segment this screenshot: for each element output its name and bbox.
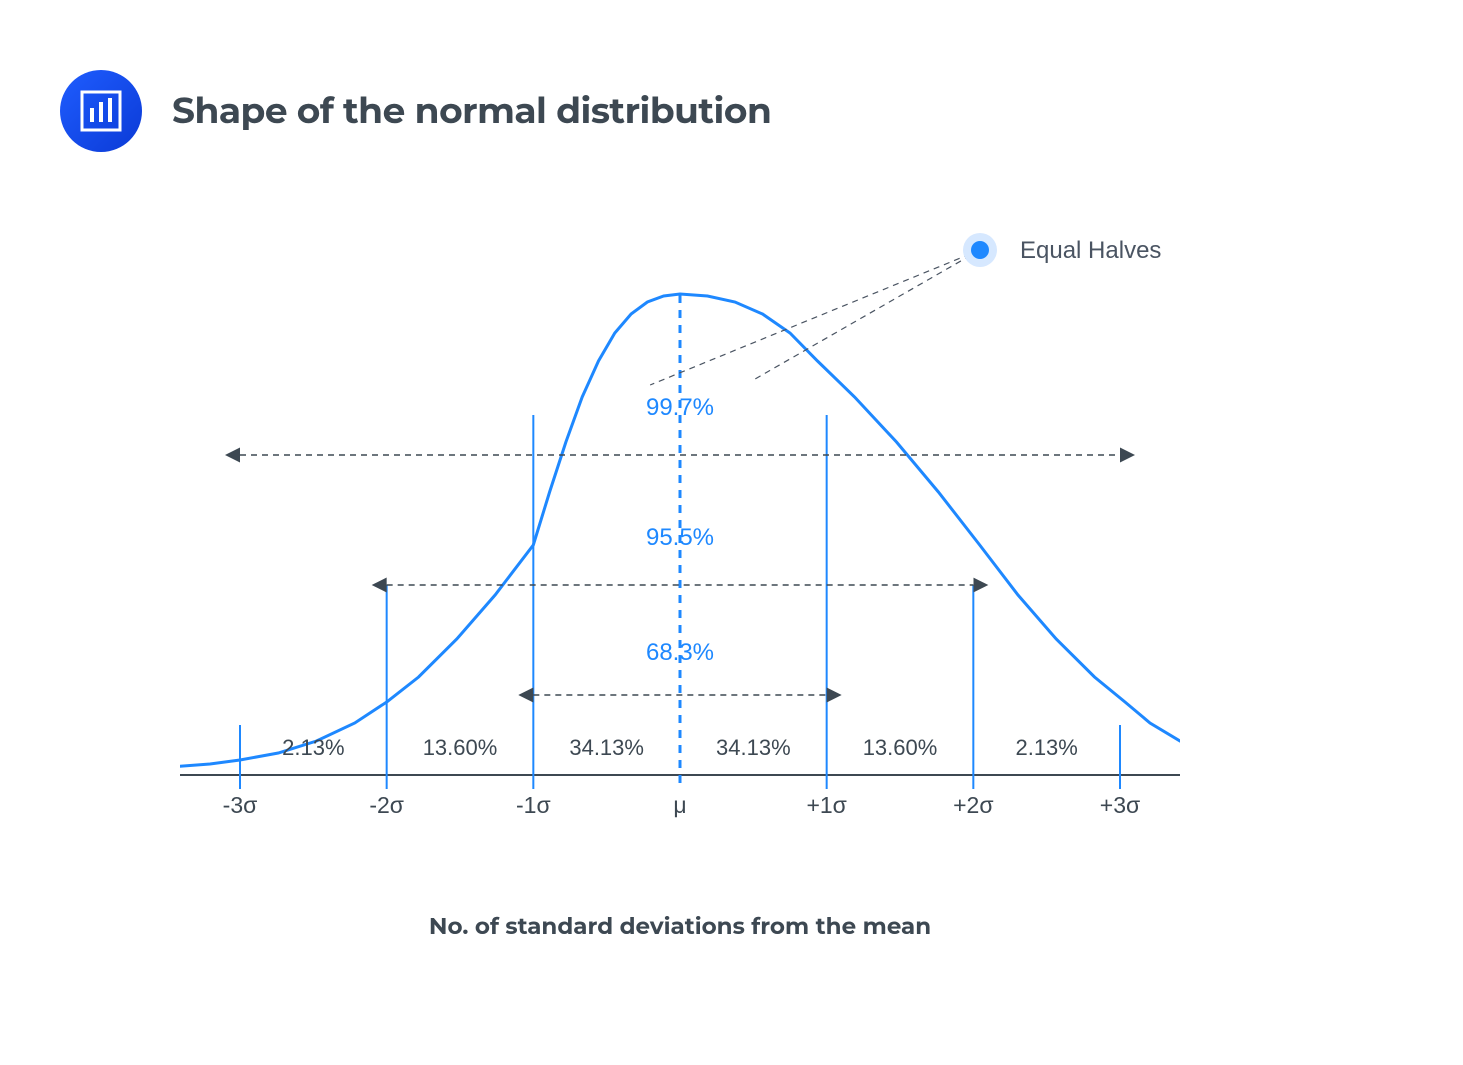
- range-label: 68.3%: [646, 639, 714, 666]
- annotation-pointer: [753, 250, 980, 380]
- range-label: 99.7%: [646, 394, 714, 421]
- chart-container: -3σ -2σ -1σ μ +1σ +2σ +3σ 99.7% 95.5% 68.3% 2.13% 1…: [180, 220, 1180, 940]
- region-percent: 34.13%: [716, 735, 791, 760]
- region-percent: 2.13%: [282, 735, 344, 760]
- tick-label: +2σ: [953, 792, 993, 818]
- tick-label: -2σ: [369, 792, 404, 818]
- region-percent: 13.60%: [863, 735, 938, 760]
- tick-label: +3σ: [1100, 792, 1140, 818]
- region-percent: 34.13%: [569, 735, 644, 760]
- page-title: Shape of the normal distribution: [172, 89, 771, 133]
- tick-label: -1σ: [516, 792, 551, 818]
- logo: [60, 70, 142, 152]
- header: Shape of the normal distribution: [0, 0, 1463, 152]
- annotation-dot: [971, 241, 989, 259]
- tick-label: μ: [673, 792, 686, 818]
- annotation-label: Equal Halves: [1020, 237, 1161, 264]
- bar-chart-icon: [80, 90, 122, 132]
- tick-label: +1σ: [806, 792, 846, 818]
- region-percent: 2.13%: [1015, 735, 1077, 760]
- x-axis-subtitle: No. of standard deviations from the mean: [180, 912, 1180, 940]
- tick-label: -3σ: [223, 792, 258, 818]
- range-label: 95.5%: [646, 524, 714, 551]
- annotation-pointer: [650, 250, 980, 385]
- normal-distribution-chart: -3σ -2σ -1σ μ +1σ +2σ +3σ 99.7% 95.5% 68.3% 2.13% 1…: [180, 220, 1180, 940]
- region-percent: 13.60%: [423, 735, 498, 760]
